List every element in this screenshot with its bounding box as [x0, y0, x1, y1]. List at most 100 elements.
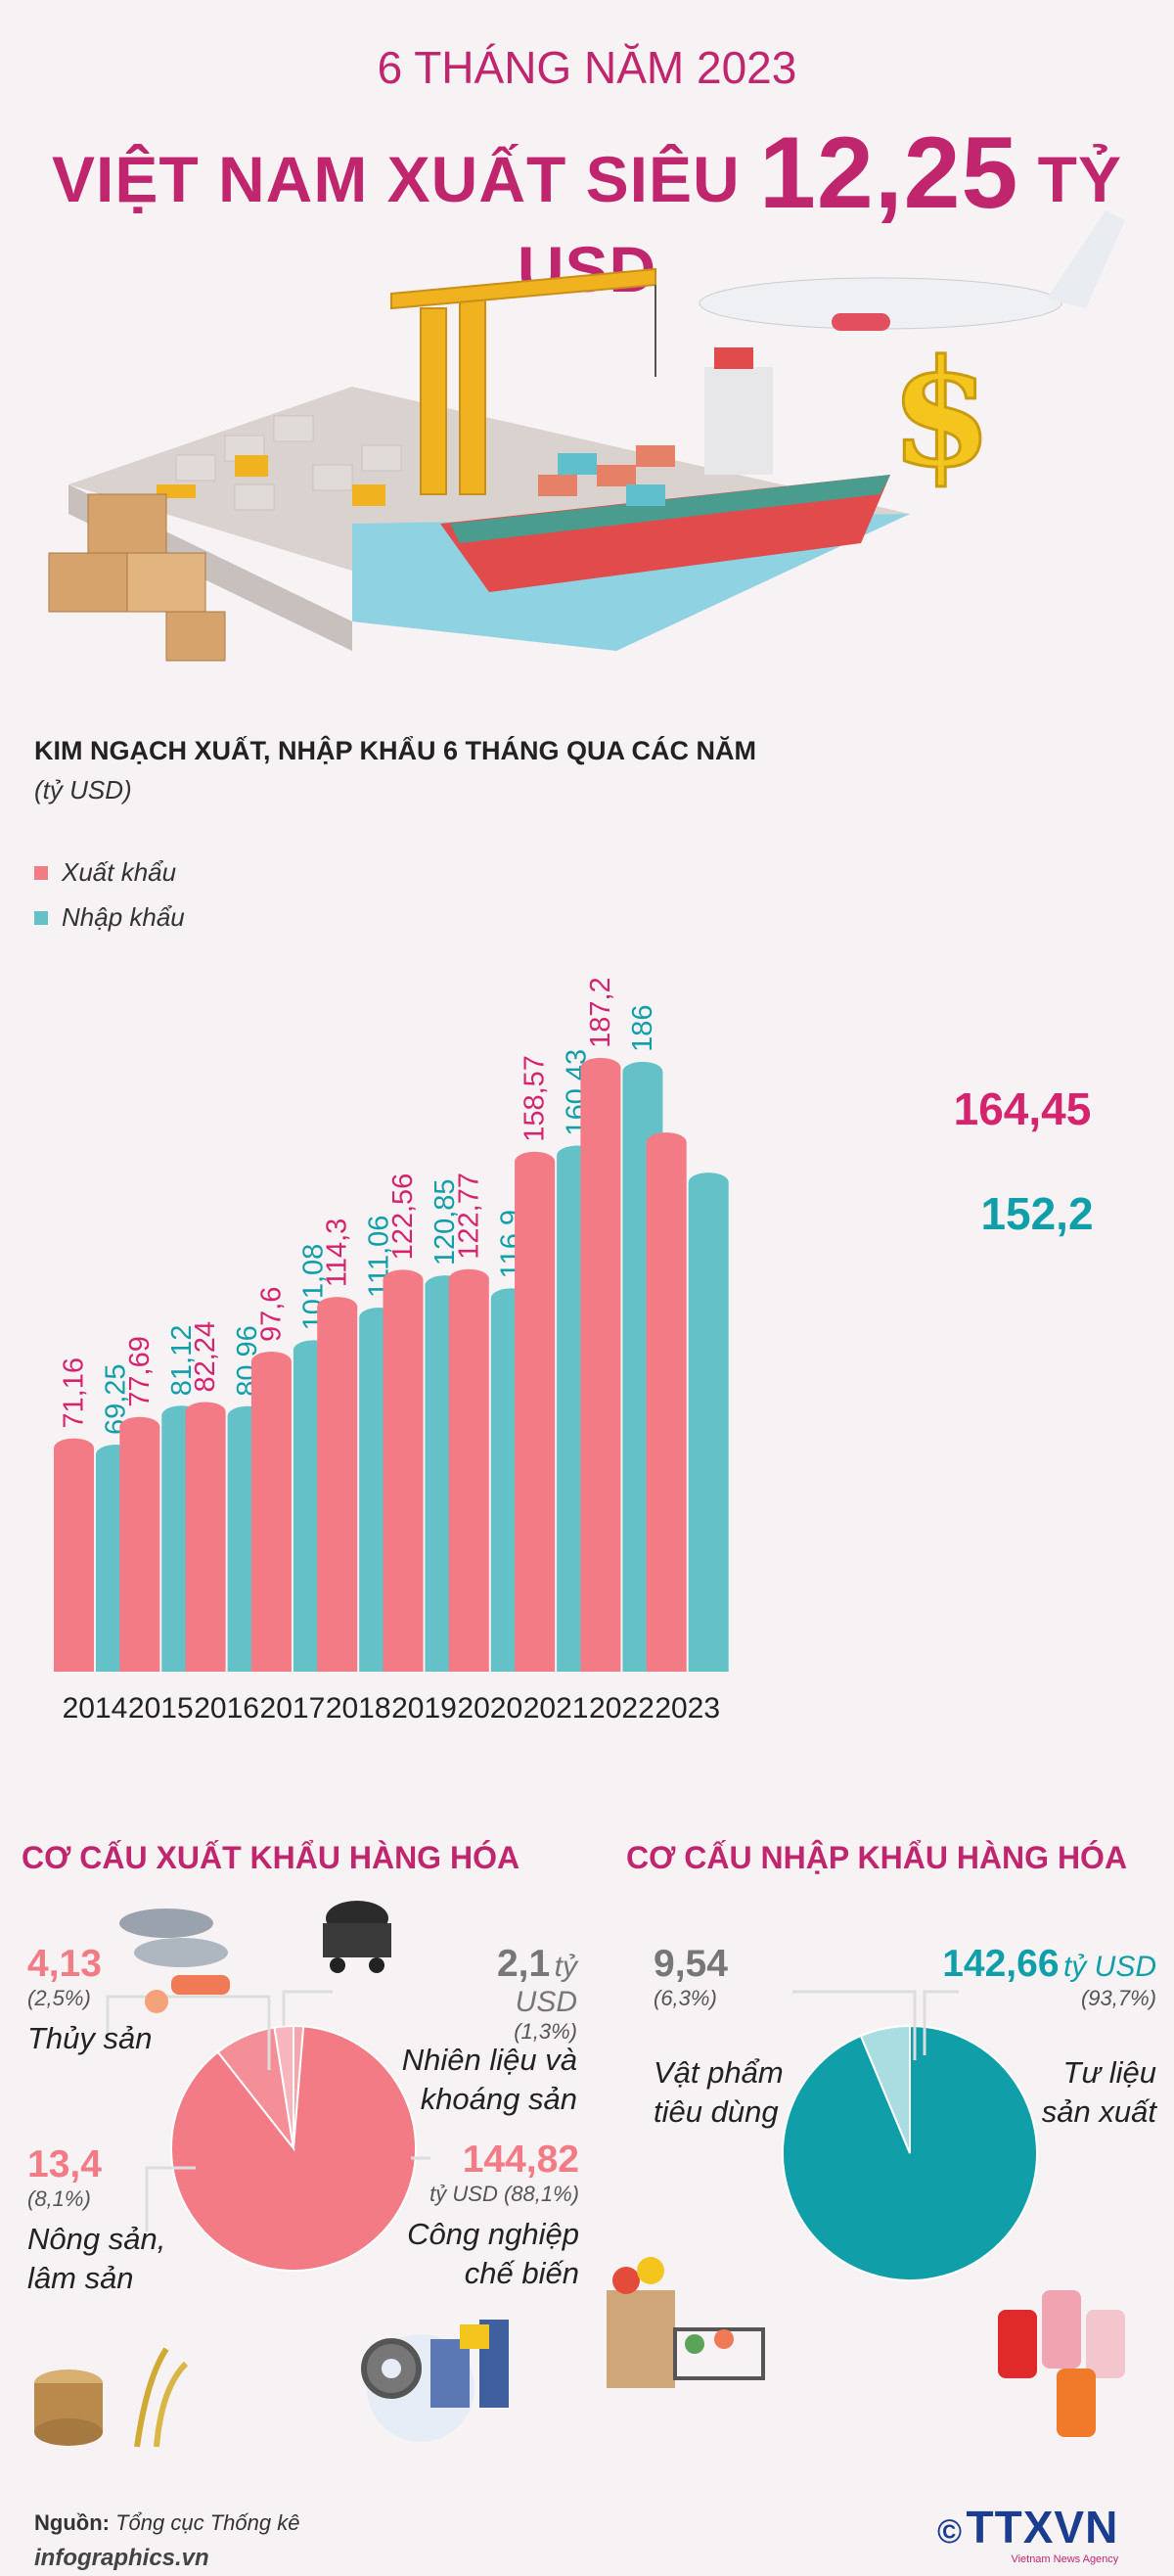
fuel-unit: tỷ USD	[515, 1951, 577, 2018]
bar-chart-title: KIM NGẠCH XUẤT, NHẬP KHẨU 6 THÁNG QUA CÁ…	[34, 736, 757, 765]
gears-factory-icon	[361, 2320, 509, 2442]
export-bar-cap-2021	[515, 1151, 556, 1172]
import-label-2015: 81,12	[166, 1325, 198, 1397]
export-label-2020: 122,77	[453, 1173, 484, 1260]
industry-unit-percent: tỷ USD (88,1%)	[429, 2182, 579, 2206]
agri-label: 13,4 (8,1%) Nông sản, lâm sản	[27, 2143, 165, 2298]
logo-text: TTXVN	[966, 2502, 1119, 2553]
import-pie-area	[607, 1990, 1125, 2437]
thread-spools-icon	[998, 2290, 1125, 2437]
export-bar-cap-2016	[185, 1402, 226, 1422]
import-pie	[782, 2024, 1038, 2281]
export-bar-2014	[54, 1448, 94, 1672]
export-pie-title: CƠ CẤU XUẤT KHẨU HÀNG HÓA	[22, 1840, 520, 1875]
import-bar-2023	[688, 1182, 729, 1672]
export-bar-cap-2018	[317, 1297, 358, 1317]
industry-caption-line1: Công nghiệp	[407, 2217, 579, 2251]
industry-label: 144,82 tỷ USD (88,1%) Công nghiệp chế bi…	[401, 2139, 579, 2293]
header-subtitle: 6 THÁNG NĂM 2023	[377, 42, 797, 93]
port-illustration-icon: $	[48, 210, 1125, 662]
production-label: 142,66 tỷ USD (93,7%)	[900, 1943, 1156, 2011]
year-label-2014: 2014	[63, 1692, 128, 1725]
legend-export-label: Xuất khẩu	[62, 857, 177, 887]
export-bar-2019	[383, 1279, 424, 1672]
legend-export-swatch	[34, 865, 48, 880]
consumer-percent: (6,3%)	[654, 1986, 717, 2010]
agri-percent: (8,1%)	[27, 2186, 91, 2211]
production-caption-line2: sản xuất	[1041, 2094, 1156, 2129]
airplane-icon	[699, 210, 1125, 331]
title-value: 12,25	[759, 116, 1019, 230]
consumer-caption-line1: Vật phẩm	[654, 2055, 784, 2090]
boxes-icon	[48, 493, 226, 662]
consumer-caption: Vật phẩm tiêu dùng	[654, 2053, 784, 2132]
bar-chart-unit: (tỷ USD)	[34, 775, 132, 805]
export-label-2021: 158,57	[519, 1055, 551, 1142]
groceries-icon	[607, 2257, 765, 2388]
year-label-2018: 2018	[326, 1692, 391, 1725]
export-label-2018: 114,3	[322, 1219, 353, 1287]
export-bar-cap-2023	[646, 1132, 687, 1153]
consumer-caption-line2: tiêu dùng	[654, 2094, 779, 2129]
legend-import-swatch	[34, 910, 48, 925]
export-bar-2016	[185, 1411, 226, 1672]
export-label-2016: 82,24	[190, 1321, 221, 1393]
year-label-2021: 2021	[523, 1692, 589, 1725]
source-text: Tổng cục Thống kê	[115, 2510, 300, 2535]
import-bar-cap-2023	[688, 1173, 729, 1193]
industry-value: 144,82	[462, 2139, 579, 2181]
site-link[interactable]: infographics.vn	[34, 2545, 209, 2571]
production-percent: (93,7%)	[1080, 1986, 1156, 2010]
export-bar-cap-2017	[250, 1352, 292, 1372]
aquatic-percent: (2,5%)	[27, 1986, 91, 2010]
year-label-2015: 2015	[128, 1692, 194, 1725]
export-label-2019: 122,56	[387, 1173, 419, 1261]
export-pie-area	[34, 1901, 509, 2448]
fuel-value: 2,1	[496, 1943, 551, 1985]
agri-caption-line1: Nông sản,	[27, 2222, 166, 2256]
industry-caption-line2: chế biến	[464, 2256, 579, 2290]
aquatic-caption: Thủy sản	[27, 2021, 153, 2055]
title-prefix: VIỆT NAM XUẤT SIÊU	[51, 143, 741, 215]
fuel-caption-line1: Nhiên liệu và	[401, 2043, 577, 2077]
svg-text:$: $	[890, 328, 992, 500]
ttxvn-logo: © TTXVN Vietnam News Agency	[937, 2501, 1118, 2565]
fuel-label: 2,1 tỷ USD (1,3%)	[430, 1943, 577, 2045]
year-label-2016: 2016	[194, 1692, 259, 1725]
export-label-2022: 187,2	[585, 977, 616, 1048]
production-unit: tỷ USD	[1062, 1951, 1156, 1983]
import-pie-title: CƠ CẤU NHẬP KHẨU HÀNG HÓA	[626, 1840, 1128, 1875]
export-bar-2022	[580, 1067, 621, 1672]
legend-import-label: Nhập khẩu	[62, 902, 185, 932]
aquatic-label: 4,13 (2,5%) Thủy sản	[27, 1943, 153, 2058]
agri-caption-line2: lâm sản	[27, 2261, 134, 2295]
export-bar-cap-2014	[54, 1438, 94, 1458]
export-bar-2023	[646, 1142, 687, 1672]
export-label-2023: 164,45	[954, 1083, 1092, 1134]
export-bar-cap-2019	[383, 1269, 424, 1290]
source-label: Nguồn:	[34, 2510, 110, 2535]
year-label-2023: 2023	[655, 1692, 720, 1725]
export-bar-2020	[448, 1278, 489, 1672]
fuel-caption-line2: khoáng sản	[420, 2082, 577, 2116]
import-label-2019: 120,85	[429, 1178, 461, 1265]
export-label-2014: 71,16	[59, 1357, 90, 1429]
export-bar-cap-2022	[580, 1057, 621, 1078]
year-label-2017: 2017	[260, 1692, 326, 1725]
production-caption: Tư liệu sản xuất	[969, 2053, 1156, 2132]
source-note: Nguồn: Tổng cục Thống kê	[34, 2510, 299, 2536]
dollar-icon: $	[889, 327, 994, 502]
export-label-2017: 97,6	[255, 1287, 287, 1342]
pie-slice-v-t-ph-m-ti-u-d-ng	[859, 2024, 911, 2154]
pie-slice-th-y-s-n	[273, 2024, 294, 2149]
production-value: 142,66	[942, 1943, 1060, 1985]
year-label-2020: 2020	[457, 1692, 522, 1725]
fuel-caption: Nhiên liệu và khoáng sản	[372, 2041, 577, 2119]
import-label-2022: 186	[627, 1005, 658, 1052]
export-pie	[170, 2024, 417, 2272]
import-label-2023: 152,2	[980, 1188, 1093, 1239]
year-label-2022: 2022	[589, 1692, 655, 1725]
aquatic-value: 4,13	[27, 1943, 102, 1985]
agri-value: 13,4	[27, 2143, 102, 2185]
